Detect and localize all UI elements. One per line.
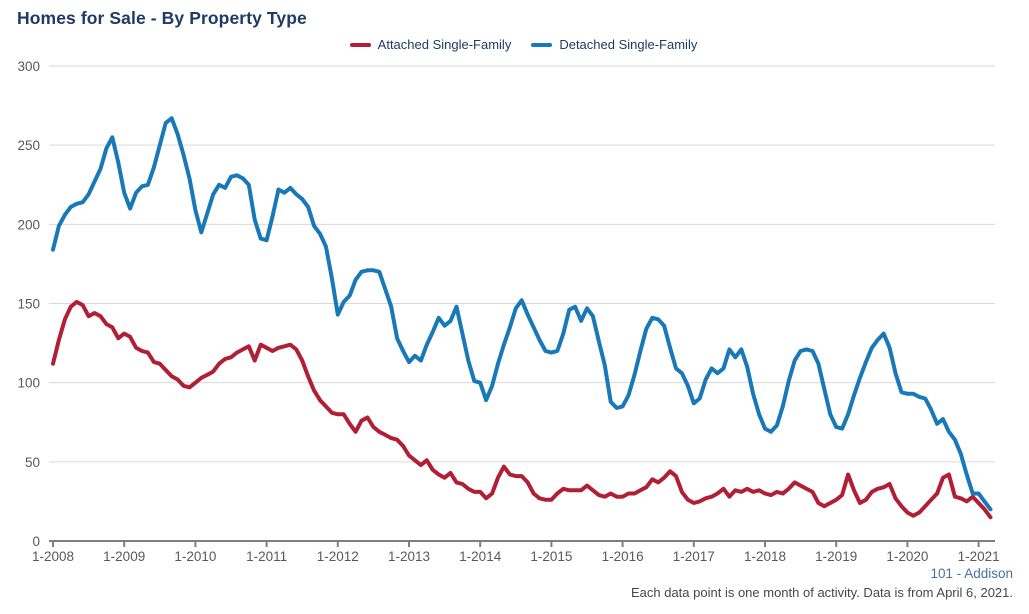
y-axis-tick-label: 250 xyxy=(17,138,40,153)
x-axis-tick-label: 1-2015 xyxy=(530,549,572,564)
x-axis-tick-label: 1-2016 xyxy=(602,549,644,564)
x-axis-tick-label: 1-2017 xyxy=(673,549,715,564)
report-area-link[interactable]: 101 - Addison xyxy=(930,566,1013,581)
x-axis-tick-label: 1-2008 xyxy=(32,549,74,564)
x-axis-tick-label: 1-2010 xyxy=(174,549,216,564)
legend-swatch-attached xyxy=(349,42,371,47)
legend: Attached Single-Family Detached Single-F… xyxy=(0,37,1029,52)
x-axis-tick-label: 1-2020 xyxy=(886,549,928,564)
x-axis-tick-label: 1-2011 xyxy=(246,549,287,564)
legend-item-detached[interactable]: Detached Single-Family xyxy=(531,37,697,52)
x-axis-tick-label: 1-2021 xyxy=(958,549,1000,564)
series-line-detached xyxy=(51,116,993,512)
legend-swatch-detached xyxy=(531,42,553,47)
legend-label-detached: Detached Single-Family xyxy=(559,37,698,52)
y-axis-tick-label: 200 xyxy=(17,217,40,232)
footer-note: Each data point is one month of activity… xyxy=(630,585,1013,600)
y-axis-tick-label: 50 xyxy=(25,455,40,470)
legend-label-attached: Attached Single-Family xyxy=(377,37,512,52)
x-axis-tick-label: 1-2009 xyxy=(103,549,145,564)
y-axis-tick-label: 300 xyxy=(17,59,40,74)
x-axis-tick-label: 1-2014 xyxy=(459,549,502,564)
x-axis-tick-label: 1-2018 xyxy=(744,549,786,564)
y-axis-tick-label: 150 xyxy=(17,297,40,312)
series-line-attached xyxy=(51,299,993,520)
x-axis-tick-label: 1-2012 xyxy=(317,549,359,564)
x-axis-tick-label: 1-2019 xyxy=(815,549,857,564)
x-axis-tick-label: 1-2013 xyxy=(388,549,430,564)
chart-title: Homes for Sale - By Property Type xyxy=(17,8,307,28)
y-axis-tick-label: 0 xyxy=(32,534,40,549)
legend-item-attached[interactable]: Attached Single-Family xyxy=(349,37,512,52)
y-axis-tick-label: 100 xyxy=(17,376,40,391)
